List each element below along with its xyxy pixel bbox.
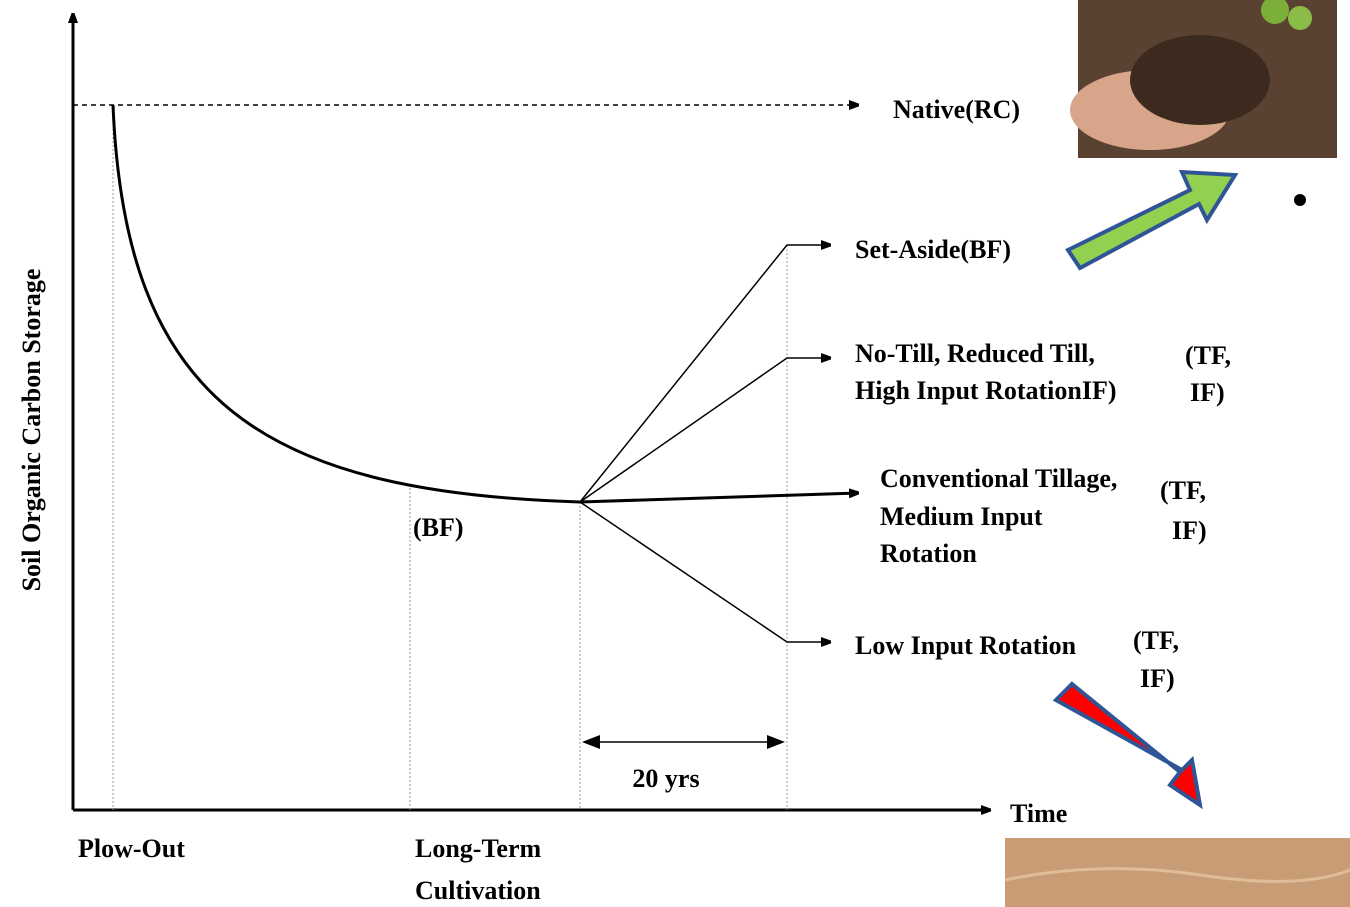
diagram: Soil Organic Carbon Storage Time Native(… [0, 0, 1350, 907]
conventional-label: Conventional Tillage, [880, 464, 1117, 493]
low-input-note: (TF, [1133, 626, 1179, 655]
branches [580, 245, 830, 642]
x-label: Plow-Out [78, 834, 185, 863]
leaf [1288, 6, 1312, 30]
conventional-branch [580, 493, 858, 502]
interval-label: 20 yrs [632, 764, 699, 793]
x-label: Long-Term [415, 834, 541, 863]
soil [1130, 35, 1270, 125]
baseline-label: (BF) [413, 513, 464, 542]
conventional-note: IF) [1172, 516, 1207, 545]
no-till-note: IF) [1190, 378, 1225, 407]
set-aside-label: Set-Aside(BF) [855, 235, 1011, 264]
low-input-label: Low Input Rotation [855, 631, 1077, 660]
decline-curve [113, 105, 580, 502]
bullet [1294, 194, 1306, 206]
no-till-label: No-Till, Reduced Till, [855, 339, 1095, 368]
no-till-note: (TF, [1185, 341, 1231, 370]
x-label: Cultivation [415, 876, 541, 905]
conventional-note: (TF, [1160, 476, 1206, 505]
no-till-label: High Input RotationIF) [855, 376, 1117, 405]
conventional-label: Rotation [880, 539, 977, 568]
conventional-label: Medium Input [880, 502, 1043, 531]
up-arrow [1068, 172, 1235, 268]
x-axis-label: Time [1010, 799, 1067, 828]
down-arrow [1056, 684, 1200, 805]
low-input-note: IF) [1140, 664, 1175, 693]
native-label: Native(RC) [893, 95, 1020, 124]
y-axis-label: Soil Organic Carbon Storage [17, 269, 46, 592]
guides [113, 105, 787, 810]
